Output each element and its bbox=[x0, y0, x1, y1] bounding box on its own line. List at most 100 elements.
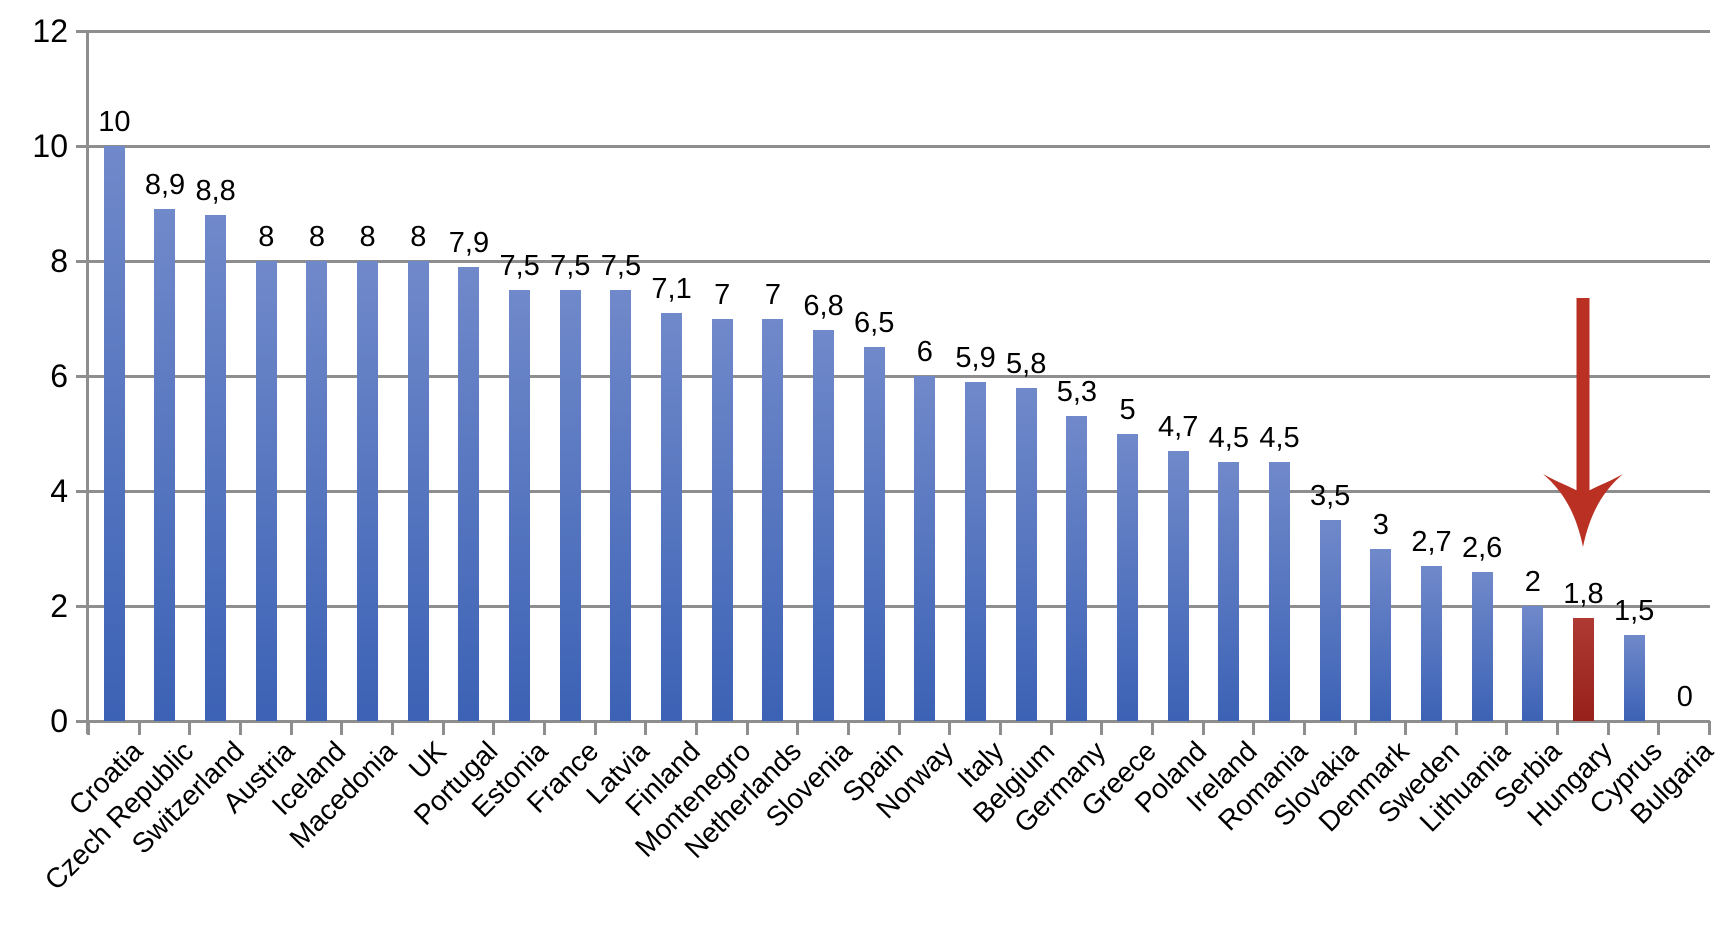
value-label-croatia: 10 bbox=[98, 106, 131, 138]
bar-portugal bbox=[458, 266, 480, 721]
bar-poland bbox=[1167, 450, 1189, 721]
value-label-romania: 4,5 bbox=[1259, 422, 1300, 455]
x-axis-tick bbox=[644, 721, 648, 735]
x-axis-tick bbox=[1353, 721, 1357, 735]
y-axis-tick bbox=[76, 375, 89, 378]
x-axis-tick bbox=[694, 721, 698, 735]
bar-norway bbox=[914, 376, 936, 721]
y-axis-tick-label: 4 bbox=[50, 473, 68, 509]
gridline-8 bbox=[89, 260, 1710, 263]
bar-denmark bbox=[1370, 548, 1392, 721]
value-label-hungary: 1,8 bbox=[1563, 577, 1604, 610]
x-axis-tick bbox=[1454, 721, 1458, 735]
bar-slovenia bbox=[813, 330, 835, 721]
value-label-finland: 7,1 bbox=[651, 272, 692, 305]
value-label-cyprus: 1,5 bbox=[1613, 594, 1655, 627]
bar-montenegro bbox=[711, 318, 733, 721]
x-axis-tick bbox=[745, 721, 749, 735]
value-label-poland: 4,7 bbox=[1158, 410, 1199, 443]
value-label-slovenia: 6,8 bbox=[803, 290, 844, 322]
value-label-bulgaria: 0 bbox=[1676, 681, 1693, 713]
y-axis-tick-label: 2 bbox=[50, 588, 68, 624]
bar-uk bbox=[407, 261, 429, 721]
value-label-germany: 5,3 bbox=[1056, 376, 1098, 409]
value-label-macedonia: 8 bbox=[359, 221, 376, 253]
highlight-arrow-icon bbox=[1543, 298, 1624, 547]
value-label-france: 7,5 bbox=[550, 249, 591, 282]
y-axis-tick-label: 12 bbox=[32, 13, 68, 49]
value-label-uk: 8 bbox=[410, 221, 427, 253]
x-axis-tick bbox=[1505, 721, 1509, 735]
x-axis-tick bbox=[441, 721, 445, 735]
bar-greece bbox=[1117, 433, 1139, 721]
y-axis-tick-label: 8 bbox=[50, 243, 68, 279]
bar-switzerland bbox=[205, 215, 227, 721]
x-axis-tick bbox=[1100, 721, 1104, 735]
bar-romania bbox=[1269, 462, 1290, 721]
x-axis-tick bbox=[1302, 721, 1306, 735]
gridline-12 bbox=[89, 30, 1710, 33]
gridline-6 bbox=[89, 375, 1710, 378]
y-axis-tick bbox=[76, 30, 89, 33]
y-axis-tick bbox=[76, 260, 89, 263]
gridline-4 bbox=[89, 490, 1710, 493]
bar-italy bbox=[965, 381, 987, 721]
value-label-greece: 5 bbox=[1119, 393, 1136, 426]
bar-iceland bbox=[306, 261, 328, 721]
value-label-sweden: 2,7 bbox=[1411, 525, 1452, 558]
value-label-czech-republic: 8,9 bbox=[144, 169, 186, 202]
x-axis-tick bbox=[188, 721, 192, 735]
value-label-serbia: 2 bbox=[1524, 566, 1541, 598]
x-axis-tick bbox=[289, 721, 293, 735]
x-axis-tick bbox=[542, 721, 546, 735]
x-axis-tick bbox=[1150, 721, 1154, 735]
y-axis-tick bbox=[76, 490, 89, 493]
bar-france bbox=[559, 289, 581, 721]
y-axis-line bbox=[86, 31, 89, 734]
y-axis-tick-label: 10 bbox=[32, 128, 68, 164]
value-label-lithuania: 2,6 bbox=[1461, 531, 1503, 564]
value-label-denmark: 3 bbox=[1372, 508, 1389, 541]
x-axis-tick bbox=[897, 721, 901, 735]
x-axis-tick bbox=[998, 721, 1002, 735]
x-axis-tick bbox=[1252, 721, 1256, 735]
bar-germany bbox=[1066, 416, 1088, 721]
bar-croatia bbox=[103, 146, 125, 721]
x-axis-tick bbox=[593, 721, 597, 735]
x-axis-tick bbox=[1606, 721, 1610, 735]
bar-latvia bbox=[610, 289, 632, 721]
value-label-belgium: 5,8 bbox=[1006, 347, 1047, 380]
y-axis-tick-label: 0 bbox=[50, 703, 68, 739]
bar-lithuania bbox=[1471, 571, 1493, 721]
bar-ireland bbox=[1218, 462, 1240, 721]
y-axis-tick bbox=[76, 605, 89, 608]
x-axis-tick bbox=[1049, 721, 1053, 735]
y-axis-tick-label: 6 bbox=[50, 358, 68, 394]
value-label-estonia: 7,5 bbox=[499, 249, 540, 282]
value-label-switzerland: 8,8 bbox=[195, 175, 236, 207]
value-label-portugal: 7,9 bbox=[448, 226, 490, 259]
x-axis-tick bbox=[796, 721, 800, 735]
value-label-ireland: 4,5 bbox=[1208, 422, 1250, 455]
value-label-norway: 6 bbox=[916, 336, 933, 368]
value-label-netherlands: 7 bbox=[764, 278, 781, 311]
bar-netherlands bbox=[762, 318, 784, 721]
x-axis-tick bbox=[1657, 721, 1661, 735]
bar-austria bbox=[255, 261, 277, 721]
value-label-slovakia: 3,5 bbox=[1309, 479, 1351, 512]
bar-czech-republic bbox=[154, 209, 176, 721]
x-axis-tick bbox=[492, 721, 496, 735]
x-axis-tick bbox=[238, 721, 242, 735]
x-axis-tick bbox=[1201, 721, 1205, 735]
bar-finland bbox=[661, 312, 683, 721]
gridline-2 bbox=[89, 605, 1710, 608]
bar-cyprus bbox=[1623, 634, 1645, 721]
x-axis-tick bbox=[137, 721, 141, 735]
x-axis-tick bbox=[87, 721, 90, 735]
x-axis-tick bbox=[1556, 721, 1560, 735]
value-label-italy: 5,9 bbox=[955, 341, 996, 374]
bar-belgium bbox=[1015, 387, 1037, 721]
y-axis-tick bbox=[76, 720, 89, 723]
x-axis-tick bbox=[846, 721, 850, 735]
bar-macedonia bbox=[357, 261, 379, 721]
